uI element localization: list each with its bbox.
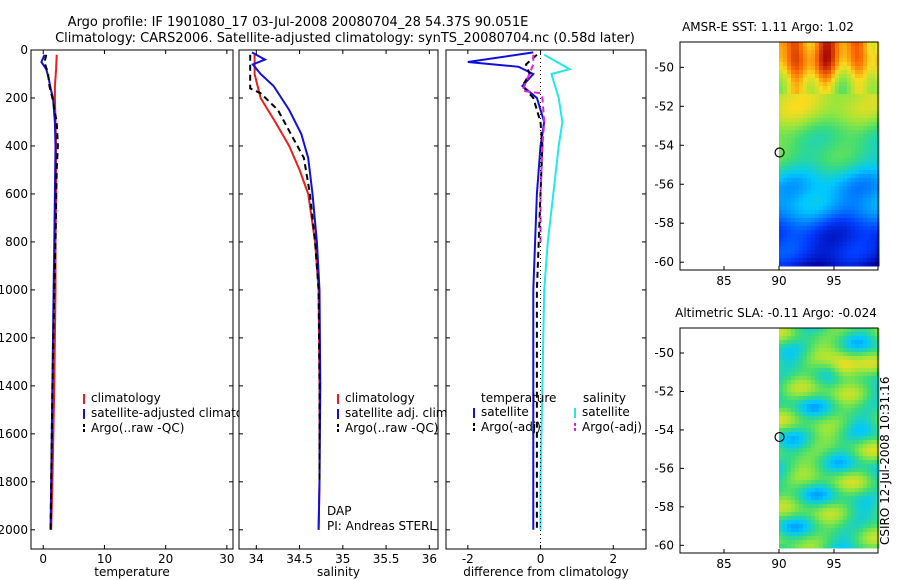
sst-map-xtick-label: 95: [826, 274, 841, 288]
difference-legend-sal-argo: Argo(-adj): [582, 420, 642, 434]
salinity-plot-area: [239, 50, 438, 549]
temperature-ytick-label: 1400: [0, 379, 28, 393]
difference-legend-temp-argo: Argo(-adj): [481, 420, 541, 434]
sla-map-xtick-label: 85: [716, 557, 731, 571]
csiro-stamp: CSIRO 12-Jul-2008 10:31:16: [878, 377, 892, 545]
sla-map-panel: Altimetric SLA: -0.11 Argo: -0.024 85 90 9…: [654, 306, 880, 571]
salinity-axes-box: [238, 49, 439, 550]
sst-map-ytick-label: -56: [654, 177, 674, 191]
sla-map-xtick-label: 90: [771, 557, 786, 571]
sla-map-float-marker: [774, 431, 785, 443]
temperature-ytick-label: 600: [5, 187, 28, 201]
difference-xtick-label: 0: [537, 552, 545, 566]
salinity-series-2: [249, 54, 321, 482]
sst-map-field: [779, 42, 880, 267]
sst-map-xtick-label: 90: [771, 274, 786, 288]
temperature-ytick-label: 1800: [0, 475, 28, 489]
temperature-legend-item: satellite-adjusted climatology: [91, 406, 269, 420]
temperature-series-2: [43, 54, 59, 530]
temperature-xtick-label: 0: [39, 552, 47, 566]
sst-map-panel: AMSR-E SST: 1.11 Argo: 1.02 85 90 95 -50 -52…: [654, 20, 880, 288]
temperature-xtick-label: 10: [97, 552, 112, 566]
temperature-ytick-label: 2000: [0, 523, 28, 537]
sst-map-ytick-label: -50: [654, 60, 674, 74]
title-line-2: Climatology: CARS2006. Satellite-adjuste…: [55, 31, 635, 46]
temperature-xtick-label: 30: [219, 552, 234, 566]
difference-plot-area: [446, 50, 646, 549]
temperature-series-1: [40, 54, 57, 530]
temperature-ytick-label: 800: [5, 235, 28, 249]
temperature-plot-area: [31, 50, 233, 549]
temperature-panel: 0 10 20 30 temperature 0 200 400 600 800 1000 1200 1…: [0, 43, 269, 579]
temperature-ytick-label: 0: [20, 43, 28, 57]
sla-map-ytick-label: -52: [654, 384, 674, 398]
sst-map-float-marker: [774, 147, 785, 158]
sla-map-ytick-label: -58: [654, 500, 674, 514]
difference-axes-box: [445, 49, 647, 550]
salinity-xtick-label: 35: [335, 552, 350, 566]
title-line-1: Argo profile: IF 1901080_17 03-Jul-2008 …: [68, 15, 529, 30]
sst-map-ytick-label: -60: [654, 255, 674, 269]
salinity-legend-item: satellite adj. clim.: [345, 406, 451, 420]
sla-map-ytick-label: -56: [654, 461, 674, 475]
sla-map-title: Altimetric SLA: -0.11 Argo: -0.024: [675, 306, 877, 320]
difference-xtick-label: 2: [609, 552, 617, 566]
difference-xlabel: difference from climatology: [463, 565, 629, 579]
difference-series-1: [521, 54, 544, 530]
salinity-xtick-label: 34.5: [286, 552, 313, 566]
salinity-panel: 34 34.5 35 35.5 36 salinity climatologysatelli…: [238, 49, 451, 579]
sla-map-ytick-label: -54: [654, 423, 674, 437]
difference-legend-title-temperature: temperature: [481, 391, 556, 405]
difference-legend-title-salinity: salinity: [583, 391, 626, 405]
sst-map-ytick-label: -58: [654, 216, 674, 230]
salinity-annotation-pi: PI: Andreas STERL: [327, 519, 436, 533]
salinity-xtick-label: 34: [249, 552, 264, 566]
sla-map-xtick-label: 95: [826, 557, 841, 571]
difference-series-3: [520, 54, 546, 242]
salinity-annotation-dap: DAP: [327, 504, 351, 518]
temperature-ytick-label: 1600: [0, 427, 28, 441]
sst-map-ytick-label: -54: [654, 138, 674, 152]
sst-map-title: AMSR-E SST: 1.11 Argo: 1.02: [682, 20, 854, 34]
temperature-xlabel: temperature: [94, 565, 169, 579]
sst-map-xtick-label: 85: [716, 274, 731, 288]
temperature-axes-box: [30, 49, 234, 550]
sla-map-ytick-label: -50: [654, 346, 674, 360]
temperature-ytick-label: 1200: [0, 331, 28, 345]
salinity-series-1: [251, 51, 322, 530]
temperature-legend-item: climatology: [91, 391, 161, 405]
sst-map-ytick-label: -52: [654, 99, 674, 113]
salinity-xtick-label: 35.5: [373, 552, 400, 566]
difference-series-2: [539, 53, 573, 530]
temperature-ytick-label: 200: [5, 91, 28, 105]
salinity-legend-item: Argo(..raw -QC): [345, 421, 438, 435]
sla-map-ytick-label: -60: [654, 538, 674, 552]
difference-legend-sal-satellite: satellite: [582, 405, 630, 419]
difference-xtick-label: -2: [462, 552, 474, 566]
temperature-legend-item: Argo(..raw -QC): [91, 421, 184, 435]
salinity-legend-item: climatology: [345, 391, 415, 405]
salinity-xlabel: salinity: [317, 565, 360, 579]
sla-map-field: [779, 328, 880, 549]
temperature-ytick-label: 1000: [0, 283, 28, 297]
difference-legend-temp-satellite: satellite: [481, 405, 529, 419]
temperature-ytick-label: 400: [5, 139, 28, 153]
salinity-xtick-label: 36: [422, 552, 437, 566]
temperature-xtick-label: 20: [158, 552, 173, 566]
